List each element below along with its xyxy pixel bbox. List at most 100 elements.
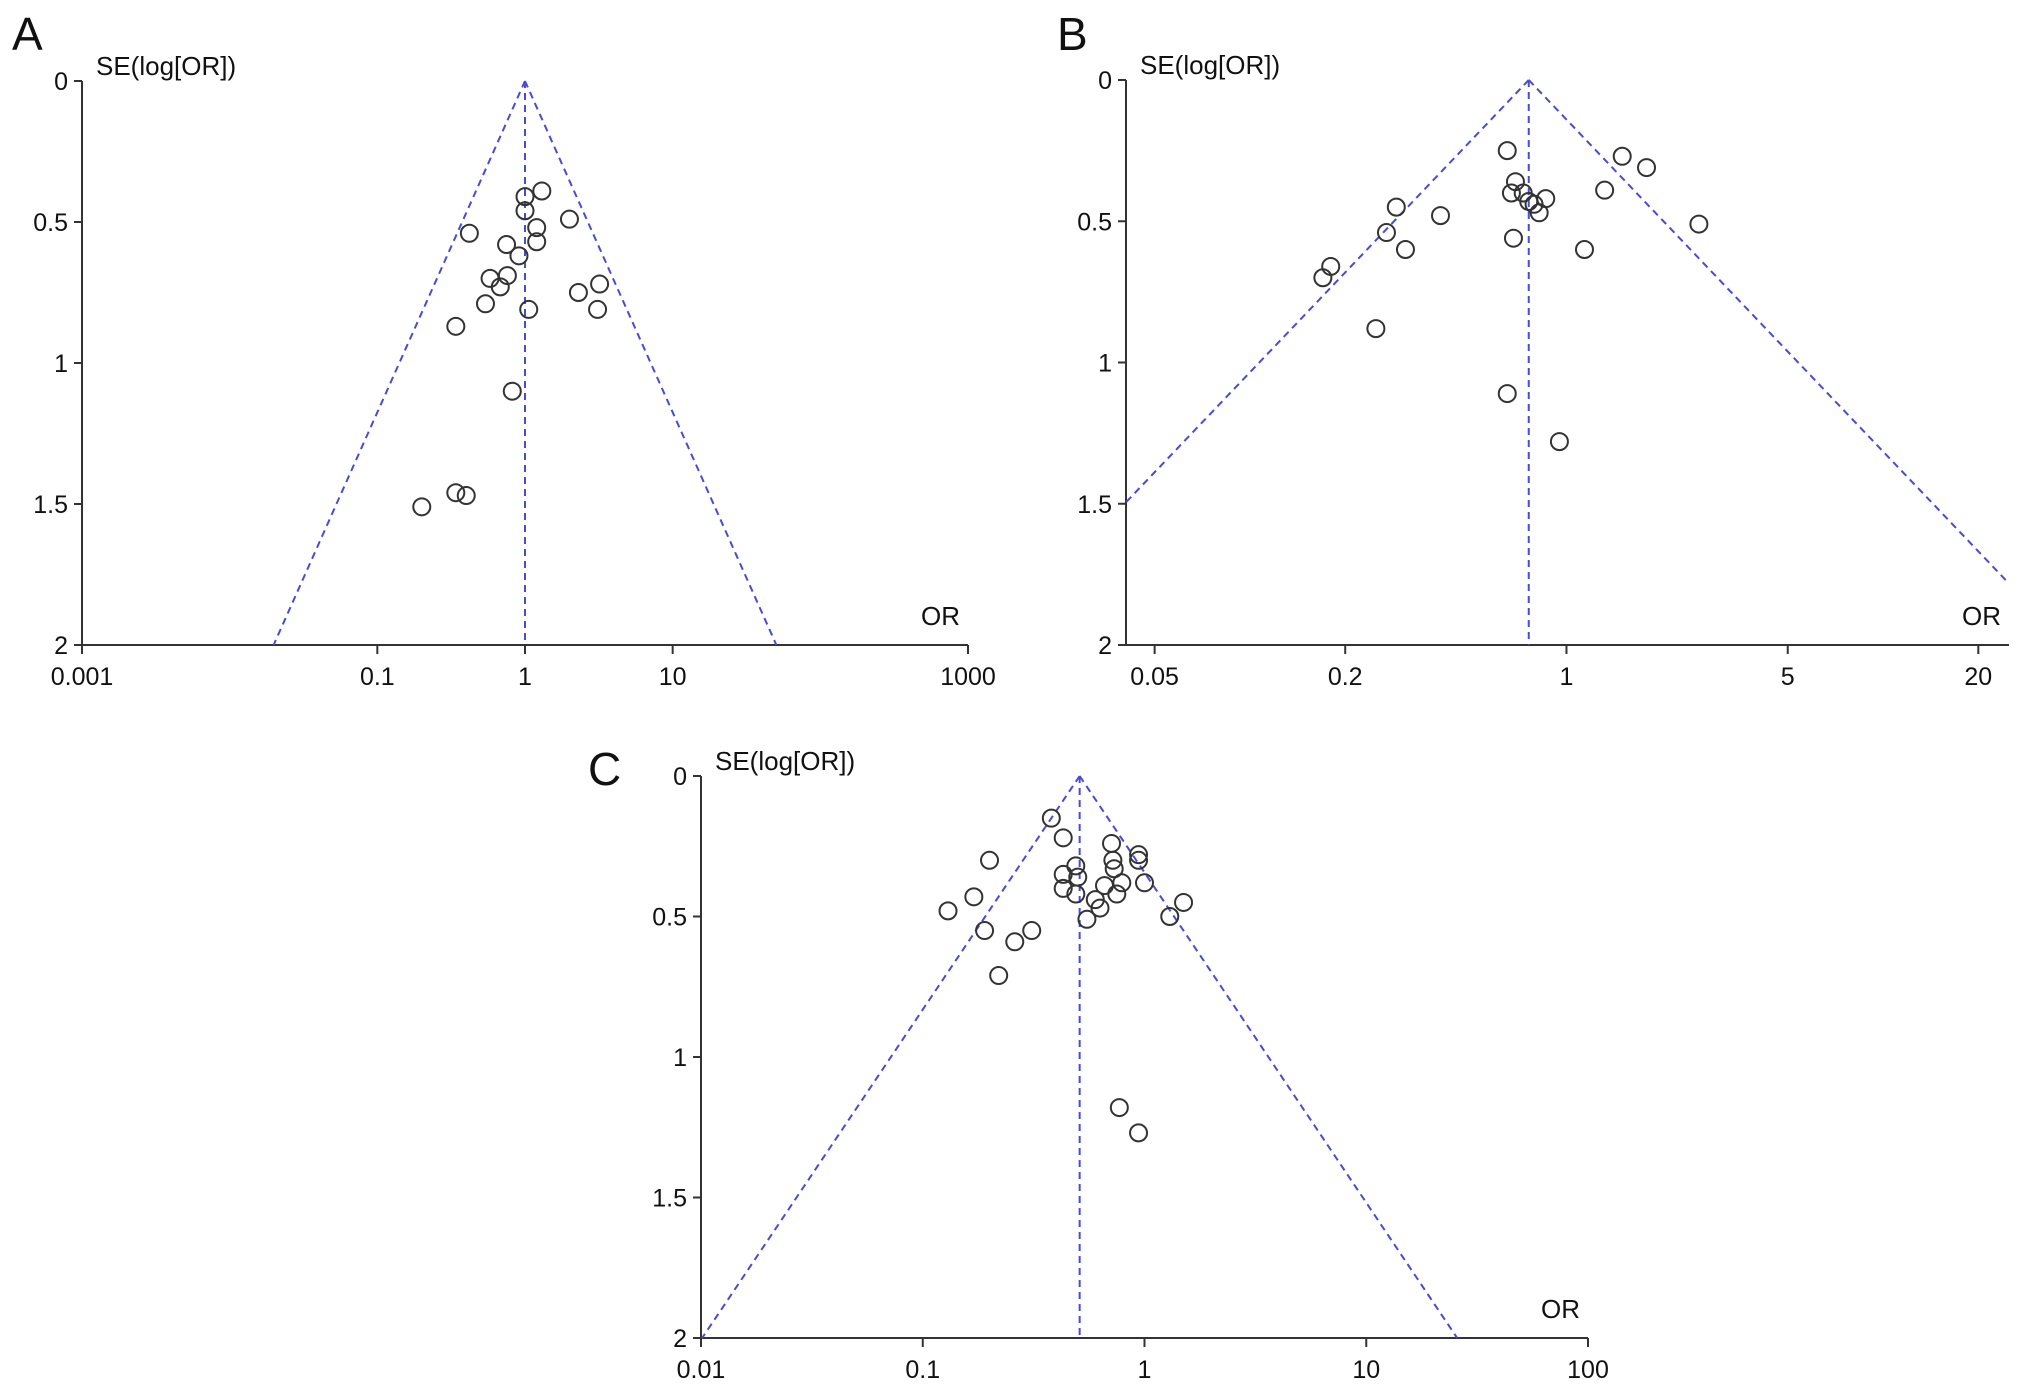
study-point xyxy=(1174,892,1194,912)
study-point xyxy=(1103,850,1123,870)
study-point xyxy=(1313,268,1333,288)
study-point xyxy=(1503,228,1523,248)
study-point xyxy=(527,218,547,238)
study-point xyxy=(412,497,432,517)
study-point xyxy=(456,486,476,506)
study-point xyxy=(559,209,579,229)
study-point xyxy=(1529,203,1549,223)
funnel-plot-c: C 0 0.5 1 1.5 2 0.01 0.1 1 10 100 SE(log[OR]) OR xyxy=(588,743,1609,1384)
y-tick-label: 1.5 xyxy=(33,491,68,519)
x-tick-label: 0.1 xyxy=(905,1356,940,1384)
panel-label: B xyxy=(1057,8,1088,60)
funnel-left-limit xyxy=(1125,79,1530,503)
study-point xyxy=(590,274,610,294)
study-point xyxy=(490,277,510,297)
study-point xyxy=(1376,223,1396,243)
study-point xyxy=(1129,845,1149,865)
y-tick-label: 2 xyxy=(1098,632,1112,660)
study-point xyxy=(588,299,608,319)
study-point xyxy=(1366,319,1386,339)
study-point xyxy=(1066,856,1086,876)
x-axis-title: OR xyxy=(1962,601,2001,631)
funnel-right-limit xyxy=(1528,79,2010,585)
x-tick-label: 20 xyxy=(1964,663,1992,691)
x-axis-title: OR xyxy=(1541,1294,1580,1324)
study-point xyxy=(1689,214,1709,234)
study-point xyxy=(1109,1098,1129,1118)
funnel-plot-a: A0 0.5 1 1.5 2 0.001 0.1 1 10 1000 SE(log[OR]) OR xyxy=(12,8,996,691)
y-tick-label: 1.5 xyxy=(1077,491,1112,519)
study-point xyxy=(1041,808,1061,828)
x-tick-label: 1 xyxy=(1138,1356,1152,1384)
study-point xyxy=(1431,206,1451,226)
y-tick-label: 0.5 xyxy=(652,904,687,932)
study-point xyxy=(1497,141,1517,161)
study-point xyxy=(1066,884,1086,904)
x-tick-label: 5 xyxy=(1781,663,1795,691)
study-point xyxy=(502,381,522,401)
study-point xyxy=(1501,183,1521,203)
x-tick-label: 100 xyxy=(1567,1356,1609,1384)
x-tick-label: 10 xyxy=(659,663,687,691)
x-tick-label: 0.1 xyxy=(360,663,395,691)
y-tick-label: 2 xyxy=(54,632,68,660)
study-point xyxy=(1053,864,1073,884)
study-point xyxy=(1574,240,1594,259)
study-point xyxy=(1090,898,1110,918)
y-tick-label: 0 xyxy=(54,68,68,96)
study-point xyxy=(1107,884,1127,904)
y-tick-label: 0 xyxy=(1098,67,1112,95)
panel-label: C xyxy=(588,743,621,795)
study-point xyxy=(527,232,547,252)
study-point xyxy=(509,246,529,266)
study-point xyxy=(1129,850,1149,870)
x-tick-label: 0.05 xyxy=(1130,663,1179,691)
study-point xyxy=(964,887,984,907)
study-point xyxy=(1395,240,1415,259)
study-point xyxy=(519,299,539,319)
study-point xyxy=(1497,384,1517,404)
y-axis-title: SE(log[OR]) xyxy=(715,746,855,776)
funnel-left-limit xyxy=(701,775,1081,1339)
x-tick-label: 1 xyxy=(1560,663,1574,691)
study-point xyxy=(446,316,466,336)
panel-label: A xyxy=(12,8,43,60)
study-point xyxy=(975,921,995,941)
funnel-right-limit xyxy=(1078,775,1458,1339)
y-tick-label: 1 xyxy=(1098,350,1112,378)
study-point xyxy=(1077,909,1097,929)
funnel-plot-b: B0 0.5 1 1.5 2 0.05 0.2 1 5 20 SE(log[OR]) OR xyxy=(1057,8,2010,691)
study-point xyxy=(1160,907,1180,926)
study-point xyxy=(1135,873,1154,893)
study-point xyxy=(1005,932,1025,952)
study-point xyxy=(446,483,466,503)
y-axis-title: SE(log[OR]) xyxy=(1140,50,1280,80)
funnel-right-limit xyxy=(524,80,778,646)
x-tick-label: 0.2 xyxy=(1328,663,1363,691)
study-point xyxy=(1612,146,1632,166)
study-point xyxy=(515,187,535,207)
study-point xyxy=(1386,197,1406,217)
study-point xyxy=(1549,432,1569,452)
study-point xyxy=(475,294,495,314)
x-tick-label: 1000 xyxy=(940,663,996,691)
study-point xyxy=(1102,833,1122,853)
y-axis-title: SE(log[OR]) xyxy=(96,51,236,81)
y-tick-label: 1 xyxy=(673,1044,687,1072)
study-point xyxy=(1112,873,1132,893)
x-tick-label: 1 xyxy=(518,663,532,691)
y-tick-label: 0.5 xyxy=(33,209,68,237)
x-tick-label: 10 xyxy=(1352,1356,1380,1384)
y-tick-label: 1.5 xyxy=(652,1185,687,1213)
study-point xyxy=(1321,256,1341,276)
x-axis-title: OR xyxy=(921,601,960,631)
study-point xyxy=(980,850,1000,870)
study-point xyxy=(532,181,552,201)
x-tick-label: 0.01 xyxy=(677,1356,726,1384)
study-point xyxy=(1053,878,1073,898)
study-point xyxy=(515,201,535,221)
study-point xyxy=(568,283,588,302)
study-point xyxy=(1637,158,1657,178)
y-tick-label: 0.5 xyxy=(1077,208,1112,236)
